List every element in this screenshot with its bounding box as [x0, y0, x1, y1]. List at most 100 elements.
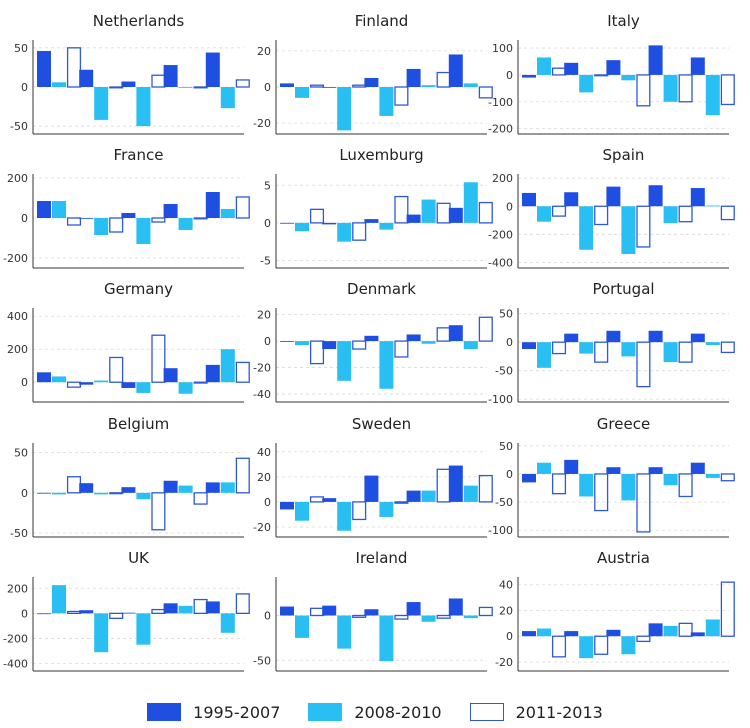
panel-title-france: France: [114, 146, 164, 164]
bar-france-group-3-2008-2010: [136, 218, 151, 244]
y-tick-label-luxemburg: 0: [264, 217, 271, 230]
bar-netherlands-group-3-2008-2010: [136, 87, 151, 127]
panel-title-ireland: Ireland: [356, 549, 408, 567]
bar-italy-group-5-1995-2007: [690, 57, 705, 75]
y-tick-label-spain: 200: [492, 172, 513, 185]
bar-germany-group-4-1995-2007: [163, 368, 178, 383]
panel-title-spain: Spain: [603, 146, 645, 164]
bar-portugal-group-5-2008-2010: [705, 342, 720, 346]
bar-portugal-group-3-2011-2013: [636, 341, 651, 388]
bar-germany-group-2-2011-2013: [109, 356, 124, 383]
bar-netherlands-group-3-1995-2007: [121, 81, 136, 87]
panel-italy: Italy -200 -100 0 100: [488, 12, 735, 136]
bar-ireland-group-3-2008-2010: [379, 615, 394, 662]
bar-austria-group-4-2008-2010: [663, 625, 678, 637]
panel-france: France -200 0 200: [3, 146, 250, 269]
bar-denmark-group-1-2011-2013: [309, 340, 325, 365]
y-tick-label-portugal: -100: [488, 393, 513, 406]
bar-germany-group-2-2008-2010: [94, 380, 109, 383]
panel-ireland: Ireland -50 0: [253, 549, 493, 672]
panel-uk: UK -400 -200 0 200: [3, 549, 250, 672]
panel-title-greece: Greece: [597, 415, 650, 433]
y-tick-label-france: 0: [21, 212, 28, 225]
bar-spain-group-5-2008-2010: [705, 205, 720, 207]
bar-austria-group-5-2008-2010: [705, 619, 720, 637]
y-tick-label-uk: -200: [3, 632, 28, 645]
bar-belgium-group-1-2011-2013: [66, 476, 82, 494]
panel-germany: Germany 0 200 400: [7, 280, 250, 403]
y-tick-label-italy: 0: [506, 69, 513, 82]
bar-finland-group-2-2008-2010: [337, 87, 352, 131]
bar-ireland-group-2-2011-2013: [352, 614, 367, 618]
bar-greece-group-5-1995-2007: [690, 462, 705, 474]
bar-netherlands-group-1-2008-2010: [52, 82, 66, 87]
bar-denmark-group-5-2011-2013: [478, 316, 493, 342]
bar-ireland-group-3-1995-2007: [364, 609, 379, 616]
bar-luxemburg-group-2-2011-2013: [352, 222, 367, 241]
bar-italy-group-3-1995-2007: [606, 60, 621, 75]
bar-portugal-group-4-2011-2013: [678, 341, 693, 363]
bar-greece-group-3-2011-2013: [636, 473, 651, 533]
bar-uk-group-3-2008-2010: [136, 613, 151, 645]
y-tick-label-portugal: -50: [495, 365, 513, 378]
panel-title-austria: Austria: [597, 549, 650, 567]
y-tick-label-sweden: 20: [257, 471, 271, 484]
y-tick-label-germany: 0: [21, 376, 28, 389]
bar-spain-group-2-2008-2010: [579, 206, 594, 250]
bar-denmark-group-2-1995-2007: [322, 341, 337, 350]
bar-luxemburg-group-3-2011-2013: [394, 195, 409, 224]
bar-denmark-group-1-1995-2007: [280, 341, 294, 342]
bar-germany-group-5-2011-2013: [235, 361, 250, 383]
bar-greece-group-1-1995-2007: [522, 473, 536, 483]
bar-austria-group-4-2011-2013: [678, 622, 693, 637]
bar-portugal-group-5-1995-2007: [690, 333, 705, 343]
bar-italy-group-5-2011-2013: [720, 74, 735, 106]
panel-title-denmark: Denmark: [347, 280, 416, 298]
bar-italy-group-2-2008-2010: [579, 74, 594, 93]
y-tick-label-ireland: -50: [253, 654, 271, 667]
bar-denmark-group-2-2008-2010: [337, 341, 352, 381]
y-tick-label-portugal: 50: [499, 308, 513, 321]
bar-netherlands-group-1-1995-2007: [37, 50, 51, 87]
bar-belgium-group-2-2008-2010: [94, 492, 109, 495]
bar-germany-group-3-1995-2007: [121, 382, 136, 388]
bar-sweden-group-3-1995-2007: [364, 475, 379, 502]
panel-title-luxemburg: Luxemburg: [339, 146, 423, 164]
bar-portugal-group-1-2008-2010: [537, 342, 551, 368]
bar-spain-group-4-2011-2013: [678, 205, 693, 223]
bar-netherlands-group-4-2008-2010: [178, 87, 193, 88]
bar-denmark-group-3-2008-2010: [379, 341, 394, 389]
bar-luxemburg-group-1-1995-2007: [280, 222, 294, 224]
bar-france-group-3-2011-2013: [151, 217, 166, 223]
bar-france-group-2-1995-2007: [79, 218, 94, 219]
y-tick-label-denmark: 0: [264, 335, 271, 348]
bar-portugal-group-3-1995-2007: [606, 330, 621, 343]
panel-austria: Austria -20 0 20 40: [495, 549, 735, 672]
bar-belgium-group-4-1995-2007: [163, 480, 178, 493]
bar-denmark-group-4-1995-2007: [406, 334, 421, 342]
panel-title-netherlands: Netherlands: [93, 12, 185, 30]
bar-sweden-group-2-2008-2010: [337, 501, 352, 531]
bar-belgium-group-3-2011-2013: [151, 492, 166, 531]
bar-sweden-group-5-2008-2010: [463, 485, 478, 502]
bar-uk-group-4-2011-2013: [193, 598, 208, 614]
bar-germany-group-5-1995-2007: [205, 364, 220, 383]
y-tick-label-austria: -20: [495, 656, 513, 669]
bar-finland-group-2-2011-2013: [352, 84, 367, 88]
bar-sweden-group-1-2011-2013: [309, 496, 325, 503]
bar-germany-group-1-2008-2010: [52, 376, 66, 383]
bar-belgium-group-5-2008-2010: [220, 482, 235, 493]
bar-finland-group-5-2008-2010: [463, 83, 478, 87]
bar-italy-group-4-1995-2007: [648, 45, 663, 75]
bar-greece-group-5-2011-2013: [720, 473, 735, 482]
y-tick-label-italy: 100: [492, 42, 513, 55]
bar-portugal-group-2-2008-2010: [579, 342, 594, 354]
bar-greece-group-4-2008-2010: [663, 473, 678, 486]
bar-uk-group-3-1995-2007: [121, 612, 136, 614]
bar-austria-group-5-1995-2007: [690, 632, 705, 637]
y-tick-label-italy: -100: [488, 96, 513, 109]
panel-spain: Spain -400 -200 0 200: [488, 146, 735, 269]
bar-ireland-group-4-1995-2007: [406, 602, 421, 616]
bar-greece-group-2-2011-2013: [594, 473, 609, 512]
bar-netherlands-group-4-1995-2007: [163, 65, 178, 87]
